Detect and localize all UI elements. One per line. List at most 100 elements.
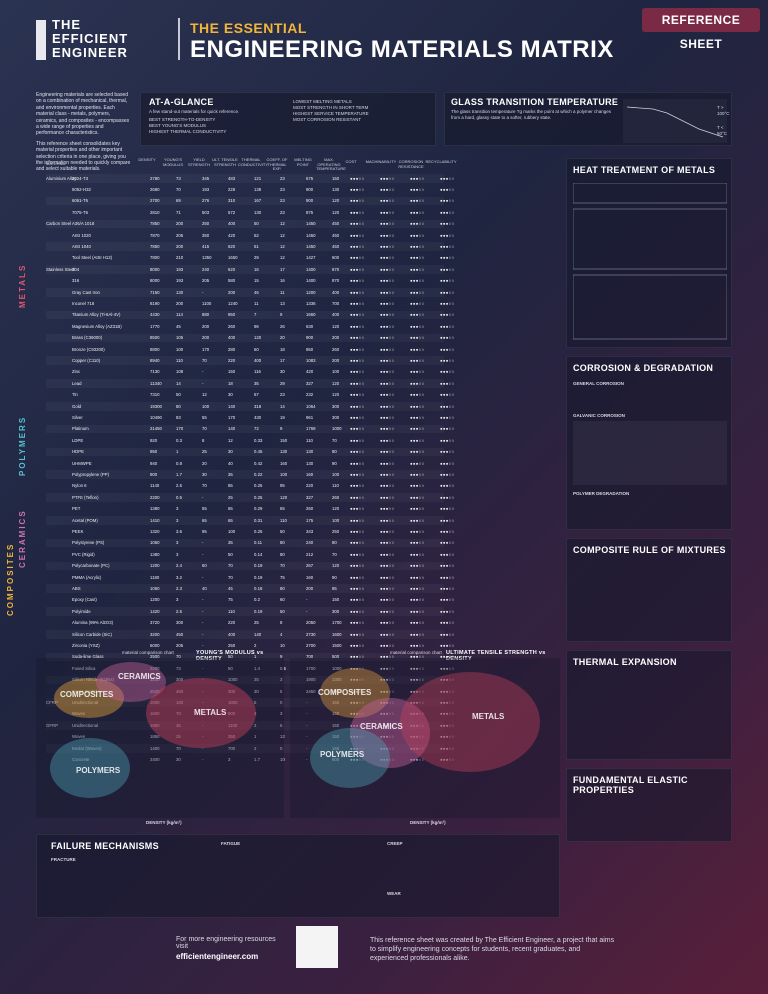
row-value: -: [306, 608, 308, 614]
reference-sheet-badge: REFERENCE SHEET: [642, 8, 760, 51]
header-col: YOUNG'S MODULUS: [162, 157, 183, 167]
row-value: 65: [280, 506, 285, 512]
row-value: 0.5: [280, 665, 286, 671]
rating-dots: ●●●○○: [440, 631, 455, 637]
row-value: 7870: [150, 232, 160, 238]
row-value: 7130: [150, 369, 160, 375]
row-value: 300: [176, 677, 184, 683]
rating-dots: ●●●○○: [350, 186, 365, 192]
rating-dots: ●●●○○: [350, 665, 365, 671]
row-value: 3: [228, 756, 231, 762]
table-row: PTFE (Teflon) 2200 0.5 - 25 0.25 120 327 260 ●●●○…: [46, 493, 454, 502]
rating-dots: ●●●○○: [440, 574, 455, 580]
rating-dots: ●●●○○: [440, 437, 455, 443]
rating-dots: ●●●○○: [440, 688, 455, 694]
row-material: Polyimide: [72, 608, 91, 614]
page-title: ENGINEERING MATERIALS MATRIX: [190, 36, 614, 63]
row-value: 14: [280, 403, 285, 409]
row-material: Silicon Nitride (Si3N4): [72, 677, 115, 683]
row-value: 70: [228, 574, 233, 580]
row-value: 2500: [150, 654, 160, 660]
row-material: Zirconia (YSZ): [72, 642, 100, 648]
row-value: 0.11: [254, 540, 263, 546]
row-value: 95: [280, 483, 285, 489]
table-row: Gold 19300 80 100 140 318 14 1064 300 ●●●○○ ●●●○○ ●…: [46, 402, 454, 411]
rating-dots: ●●●○○: [440, 620, 455, 626]
qr-code[interactable]: [296, 926, 338, 968]
row-value: 17: [280, 266, 285, 272]
rating-dots: ●●●○○: [350, 209, 365, 215]
rating-dots: ●●●○○: [350, 574, 365, 580]
row-value: 8: [280, 620, 283, 626]
row-value: -: [202, 620, 204, 626]
row-value: 73: [176, 665, 181, 671]
row-value: 4: [280, 631, 283, 637]
row-value: 1200: [150, 597, 160, 603]
footer-url-link[interactable]: efficientengineer.com: [176, 952, 259, 961]
row-value: 70: [228, 563, 233, 569]
row-value: 65: [228, 506, 233, 512]
rating-dots: ●●●○○: [380, 278, 395, 284]
row-value: -: [306, 711, 308, 717]
rating-dots: ●●●○○: [440, 186, 455, 192]
table-row: Polyimide 1420 2.5 - 110 0.19 50 - 300 ●●●○○ ●●●○○…: [46, 607, 454, 616]
row-value: 205: [176, 642, 184, 648]
row-value: 110: [306, 437, 313, 443]
row-value: 700: [228, 745, 236, 751]
row-value: 920: [150, 437, 158, 443]
row-value: 400: [228, 221, 236, 227]
rating-dots: ●●●○○: [380, 346, 395, 352]
rating-dots: ●●●○○: [380, 221, 395, 227]
rating-dots: ●●●○○: [380, 414, 395, 420]
row-value: 260: [332, 494, 340, 500]
row-value: 25: [176, 734, 181, 740]
row-value: 276: [202, 198, 210, 204]
rating-dots: ●●●○○: [350, 266, 365, 272]
rating-dots: ●●●○○: [350, 528, 365, 534]
fracture-label: FRACTURE: [51, 857, 76, 862]
row-value: -: [202, 734, 204, 740]
rating-dots: ●●●○○: [350, 437, 365, 443]
row-value: 65: [228, 517, 233, 523]
row-value: 3200: [150, 677, 160, 683]
row-value: 45: [176, 323, 181, 329]
row-material: Tin: [72, 392, 78, 398]
rating-dots: ●●●○○: [410, 186, 425, 192]
row-value: -: [202, 745, 204, 751]
rating-dots: ●●●○○: [410, 346, 425, 352]
row-value: 240: [202, 266, 210, 272]
rating-dots: ●●●○○: [440, 232, 455, 238]
uts-x-label: DENSITY (kg/m³): [410, 820, 446, 825]
row-value: 70: [280, 563, 285, 569]
row-value: 2810: [150, 209, 160, 215]
table-row: Brass (C36000) 8500 105 200 400 120 20 900 200 ●●…: [46, 333, 454, 343]
row-value: 200: [176, 221, 184, 227]
row-value: 675: [306, 175, 314, 181]
table-row: GFRP Unidirectional 1900 45 - 1100 2 6 - 150 ●●●○○…: [46, 721, 454, 730]
footer-left: For more engineering resources visit eff…: [176, 936, 286, 961]
row-value: 1140: [150, 483, 160, 489]
glance-item: MOST STRENGTH IN SHORT TERM: [293, 105, 369, 110]
row-value: 30: [228, 449, 233, 455]
row-value: 8940: [150, 357, 160, 363]
materials-matrix: MATERIAL DENSITY YOUNG'S MODULUS YIELD STRE…: [6, 157, 457, 798]
row-value: 232: [306, 392, 314, 398]
row-value: 1600: [150, 699, 160, 705]
table-row: AISI 1040 7850 200 415 620 51 12 1450 450 ●●●○○ ●●…: [46, 242, 454, 251]
row-value: 343: [306, 528, 314, 534]
rating-dots: ●●●○○: [350, 540, 365, 546]
row-value: 700: [332, 300, 340, 306]
row-value: 3: [176, 506, 179, 512]
row-value: 2.3: [176, 585, 182, 591]
row-value: 50: [228, 551, 233, 557]
rating-dots: ●●●○○: [380, 597, 395, 603]
row-material: Titanium Alloy (Ti-6Al-4V): [72, 312, 121, 318]
row-value: 150: [332, 175, 340, 181]
polymers-region: [50, 738, 130, 798]
row-material: 6061-T6: [72, 198, 89, 204]
row-material: HDPE: [72, 449, 84, 455]
table-row: Bronze (C93200) 8800 100 170 280 60 18 950 260 ●●…: [46, 345, 454, 354]
row-value: 620: [228, 243, 236, 249]
rating-dots: ●●●○○: [440, 722, 455, 728]
row-value: -: [202, 289, 204, 295]
